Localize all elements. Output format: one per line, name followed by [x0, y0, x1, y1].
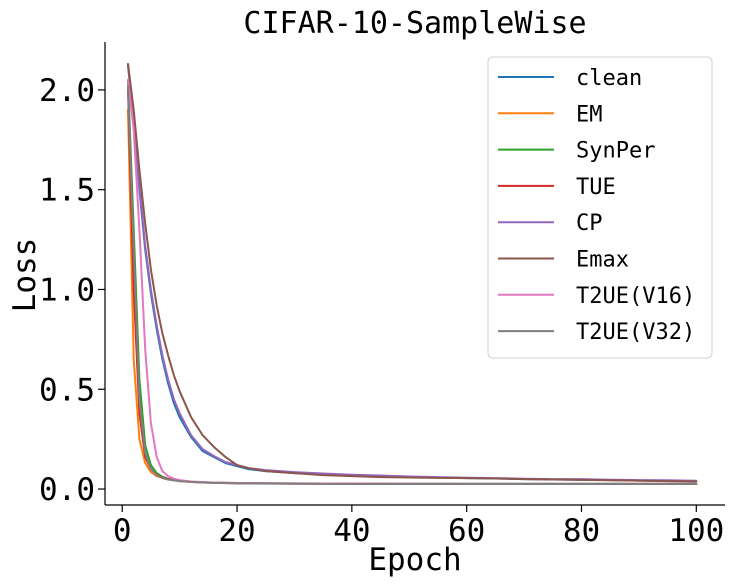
series-line-5: [127, 63, 698, 483]
x-axis-label: Epoch: [368, 542, 461, 578]
y-tick-label: 1.5: [39, 173, 95, 209]
y-axis-label: Loss: [7, 238, 43, 313]
x-tick-label: 0: [113, 513, 132, 549]
legend-label-4: CP: [576, 211, 603, 236]
x-tick-label: 80: [563, 513, 600, 549]
legend-label-3: TUE: [576, 175, 616, 200]
x-tick-label: 40: [333, 513, 370, 549]
legend-label-7: T2UE(V32): [576, 320, 695, 345]
y-tick-label: 0.0: [39, 472, 95, 508]
series-line-7: [127, 84, 698, 485]
y-tick-label: 2.0: [39, 73, 95, 109]
plot-lines: [127, 63, 698, 485]
legend: clean EM SynPer TUE CP Emax T2UE(V16) T2UE(V32): [487, 56, 713, 359]
chart-title: CIFAR-10-SampleWise: [243, 6, 586, 41]
legend-label-2: SynPer: [576, 139, 655, 164]
y-ticks: 0.0 0.5 1.0 1.5 2.0: [39, 73, 105, 508]
x-tick-label: 60: [448, 513, 485, 549]
legend-box: [487, 56, 713, 359]
legend-label-6: T2UE(V16): [576, 284, 695, 309]
x-ticks: 0 20 40 60 80 100: [113, 505, 724, 549]
y-tick-label: 0.5: [39, 372, 95, 408]
x-tick-label: 20: [218, 513, 255, 549]
legend-label-5: Emax: [576, 248, 629, 273]
y-tick-label: 1.0: [39, 272, 95, 308]
legend-label-1: EM: [576, 102, 603, 127]
x-tick-label: 100: [668, 513, 724, 549]
legend-label-0: clean: [576, 66, 642, 91]
